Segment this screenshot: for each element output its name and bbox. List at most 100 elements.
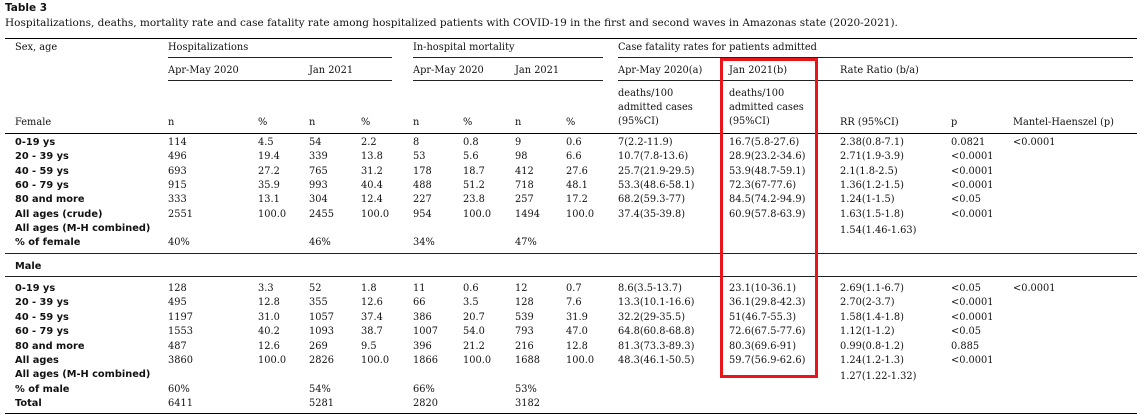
table-caption: Table 3 Hospitalizations, deaths, mortal… <box>5 1 898 31</box>
male-cell-h21n: 54% <box>309 383 331 395</box>
female-cell-m20p: 18.7 <box>463 165 485 177</box>
male-row-label: All ages <box>15 355 59 366</box>
female-cell-m20p: 5.6 <box>463 151 479 163</box>
male-cell-m20n: 66% <box>413 383 435 395</box>
female-cell-m20p: 0.8 <box>463 137 479 148</box>
female-cell-p: <0.0001 <box>951 165 994 177</box>
header-cfb-unit-line3: (95%CI) <box>729 116 770 127</box>
rule-mortality <box>413 57 603 58</box>
male-cell-m21p: 47.0 <box>566 326 588 338</box>
male-cell-cfa: 13.3(10.1-16.6) <box>618 297 695 309</box>
male-cell-m20n: 1866 <box>413 355 438 366</box>
female-cell-p: <0.0001 <box>951 179 994 191</box>
male-cell-rr: 1.24(1.2-1.3) <box>840 355 904 366</box>
header-mort-apr-may-2020: Apr-May 2020 <box>413 65 484 76</box>
male-cell-h21n: 1057 <box>309 311 334 323</box>
table-label: Table 3 <box>5 2 48 14</box>
header-mh: Mantel-Haenszel (p) <box>1013 117 1115 128</box>
female-cell-cfa: 37.4(35-39.8) <box>618 208 686 220</box>
female-cell-m20n: 178 <box>413 165 432 177</box>
female-cell-h21n: 46% <box>309 237 331 249</box>
female-cell-rr: 2.38(0.8-7.1) <box>840 137 904 148</box>
male-cell-h20p: 31.0 <box>258 311 280 323</box>
female-cell-m21p: 17.2 <box>566 194 588 206</box>
header-n-m20n: n <box>413 117 420 128</box>
rule-hospitalizations <box>168 57 392 58</box>
female-cell-cfa: 53.3(48.6-58.1) <box>618 179 695 191</box>
male-cell-m20n: 66 <box>413 297 426 309</box>
female-cell-h21p: 12.4 <box>361 194 383 206</box>
header-pct-h21p: % <box>361 117 371 128</box>
female-cell-m21n: 257 <box>515 194 534 206</box>
male-cell-h20n: 495 <box>168 297 187 309</box>
male-cell-m20p: 0.6 <box>463 283 479 294</box>
male-cell-rr: 0.99(0.8-1.2) <box>840 340 904 352</box>
female-cell-rr: 1.54(1.46-1.63) <box>840 224 917 236</box>
header-hosp-apr-may-2020: Apr-May 2020 <box>168 65 239 76</box>
female-row-label: % of female <box>15 237 81 249</box>
header-case-fatality: Case fatality rates for patients admitte… <box>618 42 817 53</box>
male-cell-h20p: 40.2 <box>258 326 280 338</box>
table-title: Hospitalizations, deaths, mortality rate… <box>5 17 898 29</box>
header-cfb-unit-line1: deaths/100 <box>729 88 785 99</box>
female-cell-h20n: 333 <box>168 194 187 206</box>
male-cell-rr: 1.58(1.4-1.8) <box>840 311 904 323</box>
header-female: Female <box>15 117 52 128</box>
male-cell-cfa: 64.8(60.8-68.8) <box>618 326 695 338</box>
female-cell-cfa: 25.7(21.9-29.5) <box>618 165 695 177</box>
male-cell-cfb: 51(46.7-55.3) <box>729 311 797 323</box>
header-in-hospital-mortality: In-hospital mortality <box>413 42 515 53</box>
header-hospitalizations: Hospitalizations <box>168 42 249 53</box>
female-cell-h21p: 2.2 <box>361 137 377 148</box>
header-cf-apr-may-2020a: Apr-May 2020(a) <box>618 65 703 76</box>
female-cell-p: <0.0001 <box>951 151 994 163</box>
male-cell-h21n: 269 <box>309 340 328 352</box>
female-cell-cfb: 60.9(57.8-63.9) <box>729 208 806 220</box>
male-cell-h21n: 2826 <box>309 355 334 366</box>
female-cell-m21p: 27.6 <box>566 165 588 177</box>
female-cell-h21n: 765 <box>309 165 328 177</box>
female-cell-m21n: 718 <box>515 179 534 191</box>
female-cell-h21p: 40.4 <box>361 179 383 191</box>
male-cell-h21p: 9.5 <box>361 340 377 352</box>
male-cell-m21n: 539 <box>515 311 534 323</box>
female-end-rule <box>5 253 1137 254</box>
female-cell-h20n: 915 <box>168 179 187 191</box>
male-cell-h21n: 5281 <box>309 398 334 410</box>
header-pct-m20p: % <box>463 117 473 128</box>
male-row-label: 40 - 59 ys <box>15 311 69 323</box>
male-cell-cfb: 23.1(10-36.1) <box>729 283 797 294</box>
top-rule <box>5 38 1137 39</box>
male-cell-m21n: 3182 <box>515 398 540 410</box>
female-cell-cfb: 53.9(48.7-59.1) <box>729 165 806 177</box>
male-cell-m21n: 12 <box>515 283 528 294</box>
female-cell-cfb: 16.7(5.8-27.6) <box>729 137 800 148</box>
header-sex-age: Sex, age <box>15 42 58 53</box>
header-bottom-rule <box>5 133 1137 134</box>
female-cell-h21n: 2455 <box>309 208 334 220</box>
male-row-label: 80 and more <box>15 340 85 352</box>
male-cell-h20n: 6411 <box>168 398 193 410</box>
male-cell-rr: 1.12(1-1.2) <box>840 326 895 338</box>
male-cell-h20n: 3860 <box>168 355 193 366</box>
female-cell-m21p: 6.6 <box>566 151 582 163</box>
female-cell-h20n: 40% <box>168 237 190 249</box>
header-cfa-unit-line1: deaths/100 <box>618 88 674 99</box>
female-cell-m20n: 34% <box>413 237 435 249</box>
male-cell-m21n: 128 <box>515 297 534 309</box>
header-rr: RR (95%CI) <box>840 117 899 128</box>
male-cell-p: <0.0001 <box>951 355 994 366</box>
female-cell-m20n: 954 <box>413 208 432 220</box>
header-pct-m21p: % <box>566 117 576 128</box>
rule-mort-periods <box>413 80 603 81</box>
male-cell-h20p: 12.6 <box>258 340 280 352</box>
female-cell-h21p: 31.2 <box>361 165 383 177</box>
male-cell-h20n: 1553 <box>168 326 193 338</box>
male-cell-p: <0.05 <box>951 326 982 338</box>
female-cell-m21p: 0.6 <box>566 137 582 148</box>
female-cell-m20n: 488 <box>413 179 432 191</box>
male-cell-h21p: 38.7 <box>361 326 383 338</box>
female-cell-m21n: 1494 <box>515 208 540 220</box>
male-cell-h21n: 1093 <box>309 326 334 338</box>
male-cell-m20p: 100.0 <box>463 355 492 366</box>
